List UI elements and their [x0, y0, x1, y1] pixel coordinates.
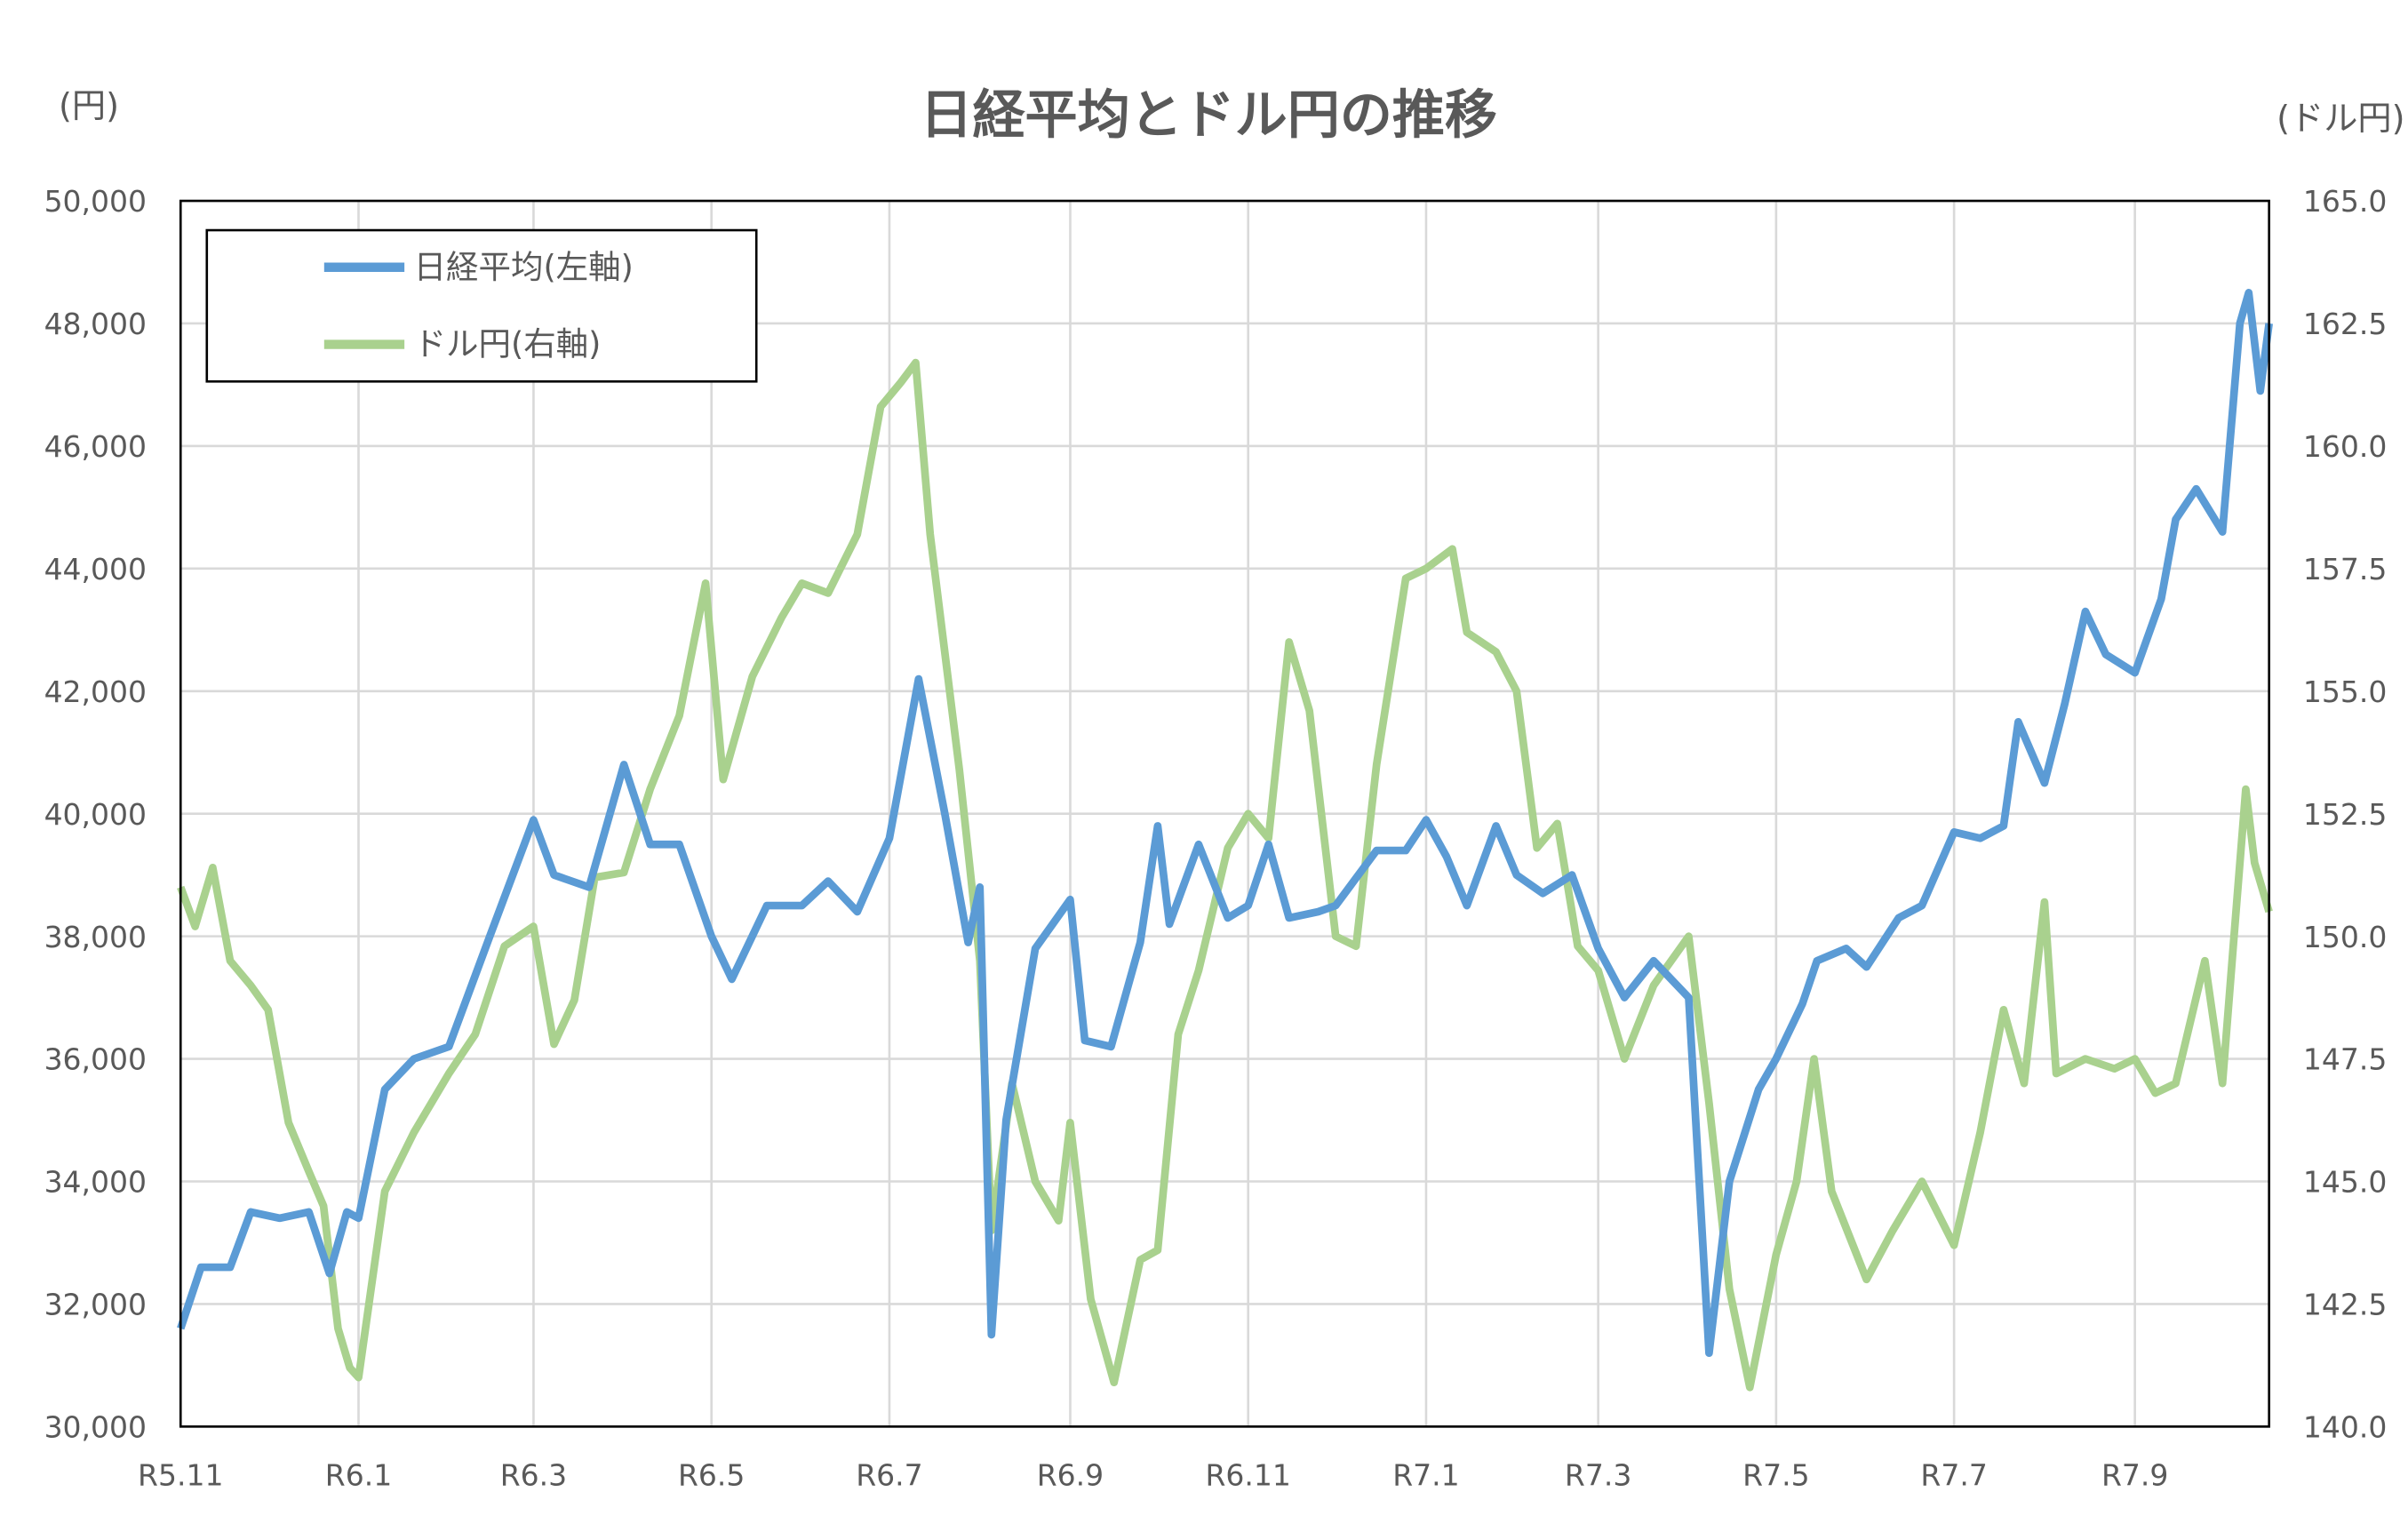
left-tick-label: 40,000: [44, 797, 147, 832]
right-tick-label: 150.0: [2303, 920, 2387, 954]
left-tick-label: 48,000: [44, 307, 147, 341]
x-tick-label: R7.7: [1920, 1457, 1987, 1492]
left-tick-label: 30,000: [44, 1410, 147, 1445]
x-tick-label: R6.1: [325, 1457, 392, 1492]
x-tick-label: R7.5: [1742, 1457, 1809, 1492]
right-tick-label: 147.5: [2303, 1042, 2387, 1077]
right-tick-label: 145.0: [2303, 1165, 2387, 1200]
left-tick-label: 46,000: [44, 429, 147, 464]
left-tick-label: 50,000: [44, 184, 147, 219]
left-tick-label: 38,000: [44, 920, 147, 954]
left-tick-label: 44,000: [44, 552, 147, 586]
x-tick-label: R5.11: [138, 1457, 223, 1492]
left-tick-label: 42,000: [44, 674, 147, 709]
right-tick-label: 140.0: [2303, 1410, 2387, 1445]
left-tick-label: 32,000: [44, 1288, 147, 1322]
right-axis-ticks: 140.0 142.5 145.0 147.5 150.0 152.5 155.0 157.5…: [2303, 184, 2387, 1444]
x-tick-label: R7.1: [1392, 1457, 1459, 1492]
legend-label-nikkei: 日経平均(左軸): [414, 248, 634, 286]
x-axis-ticks: R5.11 R6.1 R6.3 R6.5 R6.7 R6.9 R6.11 R7.1 R7.3 R7…: [138, 1457, 2168, 1492]
x-tick-label: R6.7: [856, 1457, 922, 1492]
right-tick-label: 162.5: [2303, 307, 2387, 341]
right-tick-label: 155.0: [2303, 674, 2387, 709]
right-tick-label: 165.0: [2303, 184, 2387, 219]
x-tick-label: R6.3: [500, 1457, 567, 1492]
right-axis-unit: (ドル円): [2276, 100, 2404, 139]
x-tick-label: R6.9: [1037, 1457, 1104, 1492]
right-tick-label: 157.5: [2303, 552, 2387, 586]
series-lines: [177, 289, 2273, 1392]
right-tick-label: 142.5: [2303, 1288, 2387, 1322]
nikkei-line: [177, 289, 2273, 1358]
right-tick-label: 152.5: [2303, 797, 2387, 832]
x-tick-label: R7.9: [2101, 1457, 2168, 1492]
left-tick-label: 34,000: [44, 1165, 147, 1200]
x-tick-label: R7.3: [1565, 1457, 1631, 1492]
legend: 日経平均(左軸) ドル円(右軸): [205, 228, 758, 383]
x-tick-label: R6.11: [1206, 1457, 1291, 1492]
left-axis-unit: (円): [59, 87, 119, 126]
usdjpy-line: [177, 358, 2273, 1392]
left-tick-label: 36,000: [44, 1042, 147, 1077]
x-tick-label: R6.5: [678, 1457, 745, 1492]
chart-title: 日経平均とドル円の推移: [920, 84, 1497, 146]
right-tick-label: 160.0: [2303, 429, 2387, 464]
plot-area-border: [179, 199, 2270, 1428]
legend-label-usdjpy: ドル円(右軸): [414, 325, 602, 363]
left-axis-ticks: 30,000 32,000 34,000 36,000 38,000 40,000 42,0…: [44, 184, 147, 1444]
